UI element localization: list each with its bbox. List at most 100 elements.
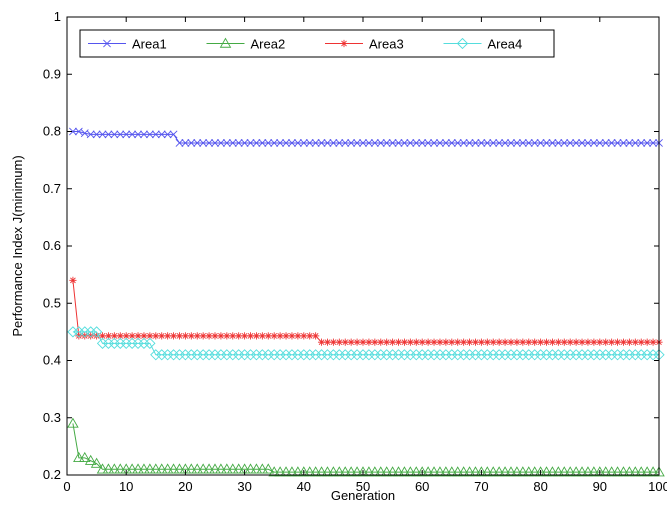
data-point xyxy=(333,349,345,361)
data-point xyxy=(339,349,351,361)
marker-stroke xyxy=(122,130,131,139)
data-point xyxy=(299,139,308,147)
data-point xyxy=(566,139,575,147)
data-point xyxy=(560,338,568,346)
marker-stroke xyxy=(200,333,206,339)
marker-stroke xyxy=(377,339,384,346)
marker-stroke xyxy=(323,139,332,147)
data-point xyxy=(469,349,482,361)
marker-stroke xyxy=(478,339,485,346)
marker-stroke xyxy=(548,139,557,147)
data-point xyxy=(276,139,285,147)
series-area2 xyxy=(67,417,665,477)
data-point xyxy=(463,349,476,361)
data-point xyxy=(209,463,221,474)
x-tick-label: 60 xyxy=(415,479,429,494)
marker-stroke xyxy=(98,130,107,139)
marker-stroke xyxy=(460,339,467,346)
marker-stroke xyxy=(459,139,468,147)
data-point xyxy=(398,349,411,361)
data-point xyxy=(228,139,237,147)
y-tick-label: 0.3 xyxy=(43,410,61,425)
marker-stroke xyxy=(508,339,514,346)
data-point xyxy=(380,466,393,477)
marker-stroke xyxy=(141,333,147,339)
data-point xyxy=(641,349,653,361)
data-point xyxy=(370,139,379,147)
series-area4 xyxy=(67,326,665,361)
marker-stroke xyxy=(164,333,171,339)
marker-stroke xyxy=(342,339,349,346)
marker-stroke xyxy=(265,333,272,339)
data-point xyxy=(151,130,160,139)
data-point xyxy=(376,139,385,147)
data-point xyxy=(430,338,438,346)
marker-stroke xyxy=(282,139,290,147)
marker-stroke xyxy=(354,339,360,346)
legend-label: Area3 xyxy=(369,37,404,52)
y-tick-label: 0.5 xyxy=(43,295,61,310)
data-point xyxy=(649,139,657,147)
series-line-area1 xyxy=(72,131,659,144)
marker-stroke xyxy=(413,339,420,346)
marker-stroke xyxy=(431,339,437,346)
data-point xyxy=(87,332,95,340)
data-point xyxy=(388,139,397,147)
legend-marker xyxy=(103,39,111,48)
data-point xyxy=(132,463,144,474)
data-point xyxy=(197,349,209,361)
data-point xyxy=(187,139,196,147)
data-point xyxy=(446,466,458,477)
data-point xyxy=(339,466,352,477)
data-point xyxy=(501,139,509,147)
marker-stroke xyxy=(329,139,338,147)
data-point xyxy=(193,139,202,147)
marker-stroke xyxy=(614,339,621,346)
marker-stroke xyxy=(638,339,645,346)
marker-stroke xyxy=(158,333,165,339)
marker-stroke xyxy=(234,139,243,147)
data-point xyxy=(513,338,521,346)
data-point xyxy=(122,130,131,139)
data-point xyxy=(256,349,268,361)
data-point xyxy=(233,349,245,361)
marker-stroke xyxy=(596,339,603,346)
data-point xyxy=(120,337,132,349)
data-point xyxy=(75,332,83,340)
marker-stroke xyxy=(578,139,586,147)
marker-stroke xyxy=(205,139,213,147)
data-point xyxy=(452,349,464,361)
data-point xyxy=(457,466,470,477)
legend-item-area4: Area4 xyxy=(443,37,522,52)
data-point xyxy=(505,466,517,477)
marker-stroke xyxy=(99,333,106,339)
legend-item-area2: Area2 xyxy=(206,37,285,52)
data-point xyxy=(244,349,257,361)
marker-stroke xyxy=(366,339,372,346)
data-point xyxy=(518,139,527,147)
data-point xyxy=(144,337,156,349)
data-point xyxy=(483,139,492,147)
marker-stroke xyxy=(453,139,462,147)
marker-stroke xyxy=(613,139,622,147)
data-point xyxy=(102,463,115,474)
marker-stroke xyxy=(471,139,480,147)
marker-stroke xyxy=(372,339,378,346)
marker-stroke xyxy=(211,139,219,147)
marker-stroke xyxy=(496,339,502,346)
data-point xyxy=(451,466,464,477)
marker-stroke xyxy=(625,139,634,147)
marker-stroke xyxy=(566,139,575,147)
marker-stroke xyxy=(383,339,390,346)
data-point xyxy=(90,457,103,468)
y-tick-label: 0.7 xyxy=(43,181,61,196)
data-point xyxy=(416,466,428,477)
data-point xyxy=(126,337,138,349)
data-point xyxy=(487,349,499,361)
marker-stroke xyxy=(489,139,498,147)
data-point xyxy=(582,466,594,477)
data-point xyxy=(465,139,474,147)
data-point xyxy=(588,466,600,477)
marker-stroke xyxy=(650,339,656,346)
